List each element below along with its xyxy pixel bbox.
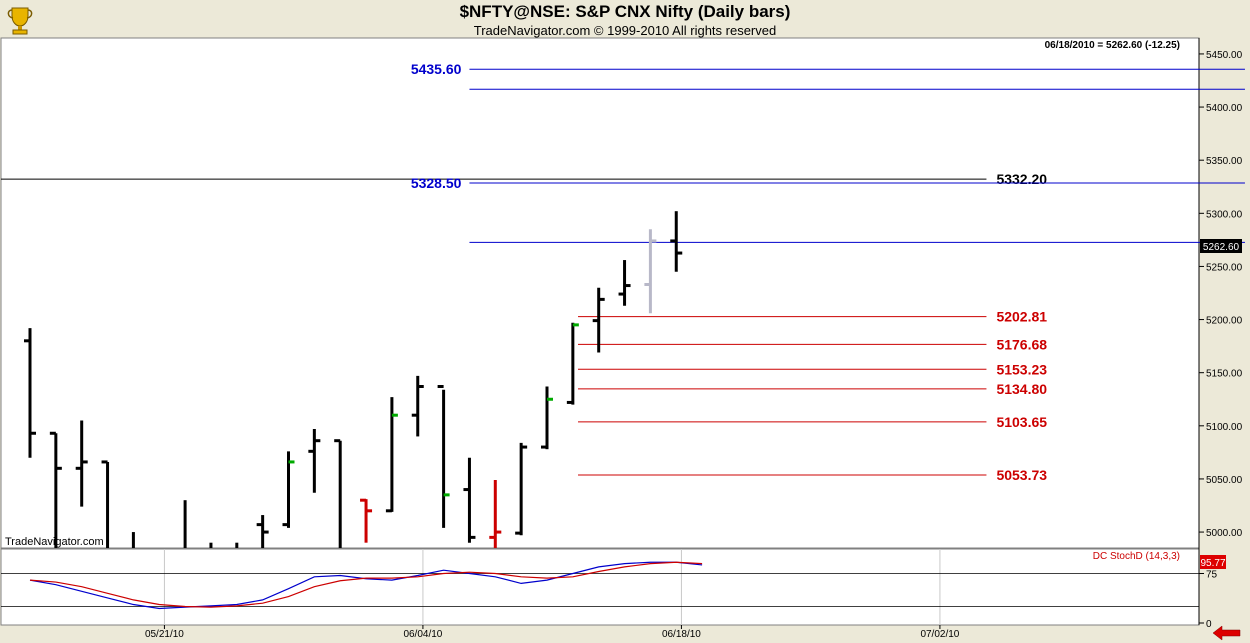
level-label: 5176.68 bbox=[996, 336, 1047, 352]
indicator-value-tag-text: 95.77 bbox=[1200, 558, 1225, 569]
ohlc-bar bbox=[49, 431, 62, 548]
x-tick-label: 06/04/10 bbox=[403, 629, 442, 640]
ohlc-bar bbox=[360, 498, 373, 543]
level-label: 5103.65 bbox=[996, 414, 1047, 430]
ohlc-bar bbox=[515, 442, 528, 536]
y-tick-label: 5050.00 bbox=[1206, 475, 1243, 486]
ohlc-bar bbox=[75, 420, 88, 507]
level-label: 5134.80 bbox=[996, 381, 1047, 397]
ohlc-bar bbox=[670, 211, 683, 272]
indicator-plot-area[interactable] bbox=[0, 548, 1200, 626]
ohlc-bar bbox=[308, 429, 321, 493]
level-label: 5053.73 bbox=[996, 467, 1047, 483]
ohlc-bar bbox=[101, 460, 110, 548]
y-tick-label: 5250.00 bbox=[1206, 262, 1243, 273]
chart-title: $NFTY@NSE: S&P CNX Nifty (Daily bars) bbox=[459, 2, 791, 21]
level-label: 5153.23 bbox=[996, 361, 1047, 377]
level-label: 5332.20 bbox=[996, 171, 1047, 187]
indicator-name-label: DC StochD (14,3,3) bbox=[1093, 551, 1180, 562]
ohlc-bar bbox=[256, 515, 269, 548]
scroll-left-arrow-icon[interactable] bbox=[1212, 625, 1241, 641]
level-label: 5435.60 bbox=[411, 61, 462, 77]
y-tick-label: 5150.00 bbox=[1206, 369, 1243, 380]
x-tick-label: 05/21/10 bbox=[145, 629, 184, 640]
ohlc-bar bbox=[437, 385, 450, 528]
ohlc-bar bbox=[489, 480, 502, 548]
y-tick-label: 5100.00 bbox=[1206, 422, 1243, 433]
indicator-value-tag bbox=[1200, 555, 1226, 569]
stoch-line bbox=[29, 561, 703, 608]
level-label: 5202.81 bbox=[996, 309, 1047, 325]
y-tick-label: 5300.00 bbox=[1206, 209, 1243, 220]
y-tick-label: 5400.00 bbox=[1206, 103, 1243, 114]
ohlc-bar bbox=[385, 397, 398, 513]
y-tick-label: 5350.00 bbox=[1206, 156, 1243, 167]
ohlc-bar bbox=[411, 375, 424, 437]
y-tick-label: 5200.00 bbox=[1206, 316, 1243, 327]
last-quote-label: 06/18/2010 = 5262.60 (-12.25) bbox=[1045, 40, 1180, 51]
level-label: 5328.50 bbox=[411, 175, 462, 191]
ohlc-bar bbox=[24, 328, 36, 458]
x-tick-label: 07/02/10 bbox=[920, 629, 959, 640]
stoch-y-tick-label: 0 bbox=[1206, 619, 1212, 630]
ohlc-bar bbox=[618, 260, 631, 306]
copyright-text: TradeNavigator.com © 1999-2010 All right… bbox=[473, 23, 777, 38]
ohlc-bar bbox=[282, 451, 295, 528]
ohlc-bar bbox=[566, 322, 579, 405]
watermark-text: TradeNavigator.com bbox=[5, 536, 104, 548]
y-tick-label: 5000.00 bbox=[1206, 528, 1243, 539]
last-price-tag-text: 5262.60 bbox=[1203, 242, 1240, 253]
stoch-y-tick-label: 75 bbox=[1206, 570, 1218, 581]
trophy-logo-icon bbox=[7, 7, 33, 35]
last-price-tag bbox=[1200, 239, 1242, 253]
x-tick-label: 06/18/10 bbox=[662, 629, 701, 640]
ohlc-bar bbox=[644, 229, 657, 314]
ohlc-bar bbox=[592, 287, 605, 353]
ohlc-bar bbox=[463, 457, 476, 543]
ohlc-bar bbox=[541, 386, 553, 450]
y-tick-label: 5450.00 bbox=[1206, 50, 1243, 61]
ohlc-bar bbox=[334, 439, 342, 548]
stoch-line bbox=[29, 561, 703, 610]
